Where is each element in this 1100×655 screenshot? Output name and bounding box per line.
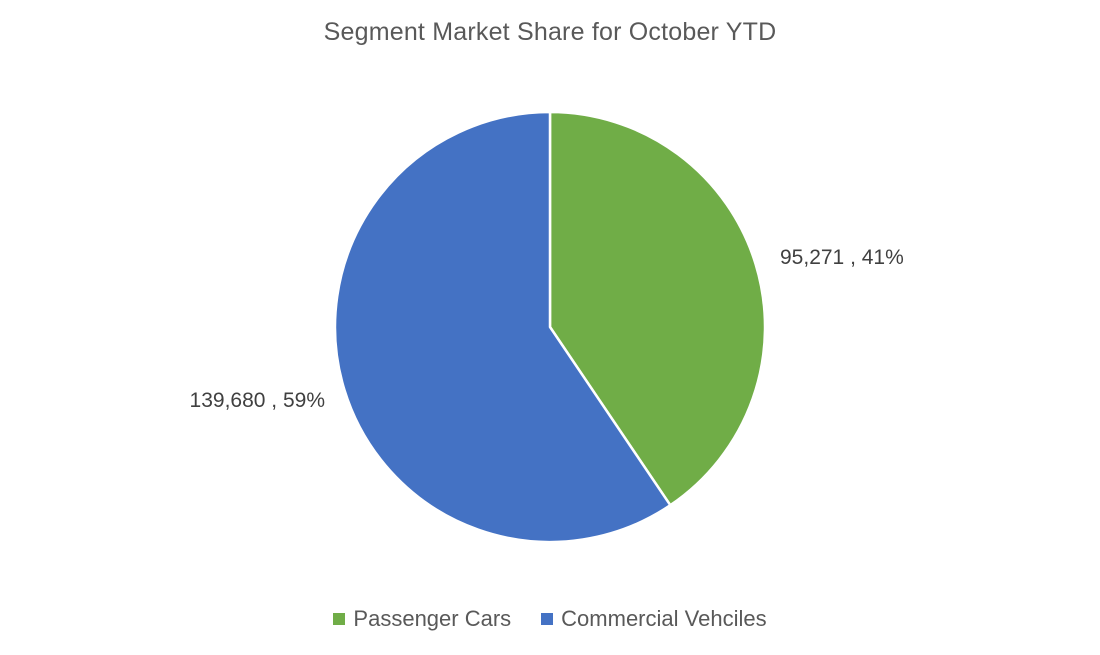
legend-swatch-passenger-cars [333, 613, 346, 625]
chart-title: Segment Market Share for October YTD [323, 18, 777, 46]
legend-label-passenger-cars: Passenger Cars [353, 606, 512, 631]
legend-swatch-commercial-vehicles [541, 613, 554, 625]
legend-item-passenger-cars: Passenger Cars [333, 606, 511, 632]
pie-slice-passenger-cars [548, 110, 767, 507]
legend-label-commercial-vehicles: Commercial Vehciles [561, 606, 767, 631]
data-label-commercial-vehicles: 139,680 , 59% [190, 389, 325, 412]
legend-item-commercial-vehicles: Commercial Vehciles [541, 606, 767, 632]
data-label-passenger-cars: 95,271 , 41% [780, 246, 904, 269]
chart-legend: Passenger Cars Commercial Vehciles [0, 606, 1100, 632]
pie-slice-commercial-vehicles [333, 110, 672, 544]
